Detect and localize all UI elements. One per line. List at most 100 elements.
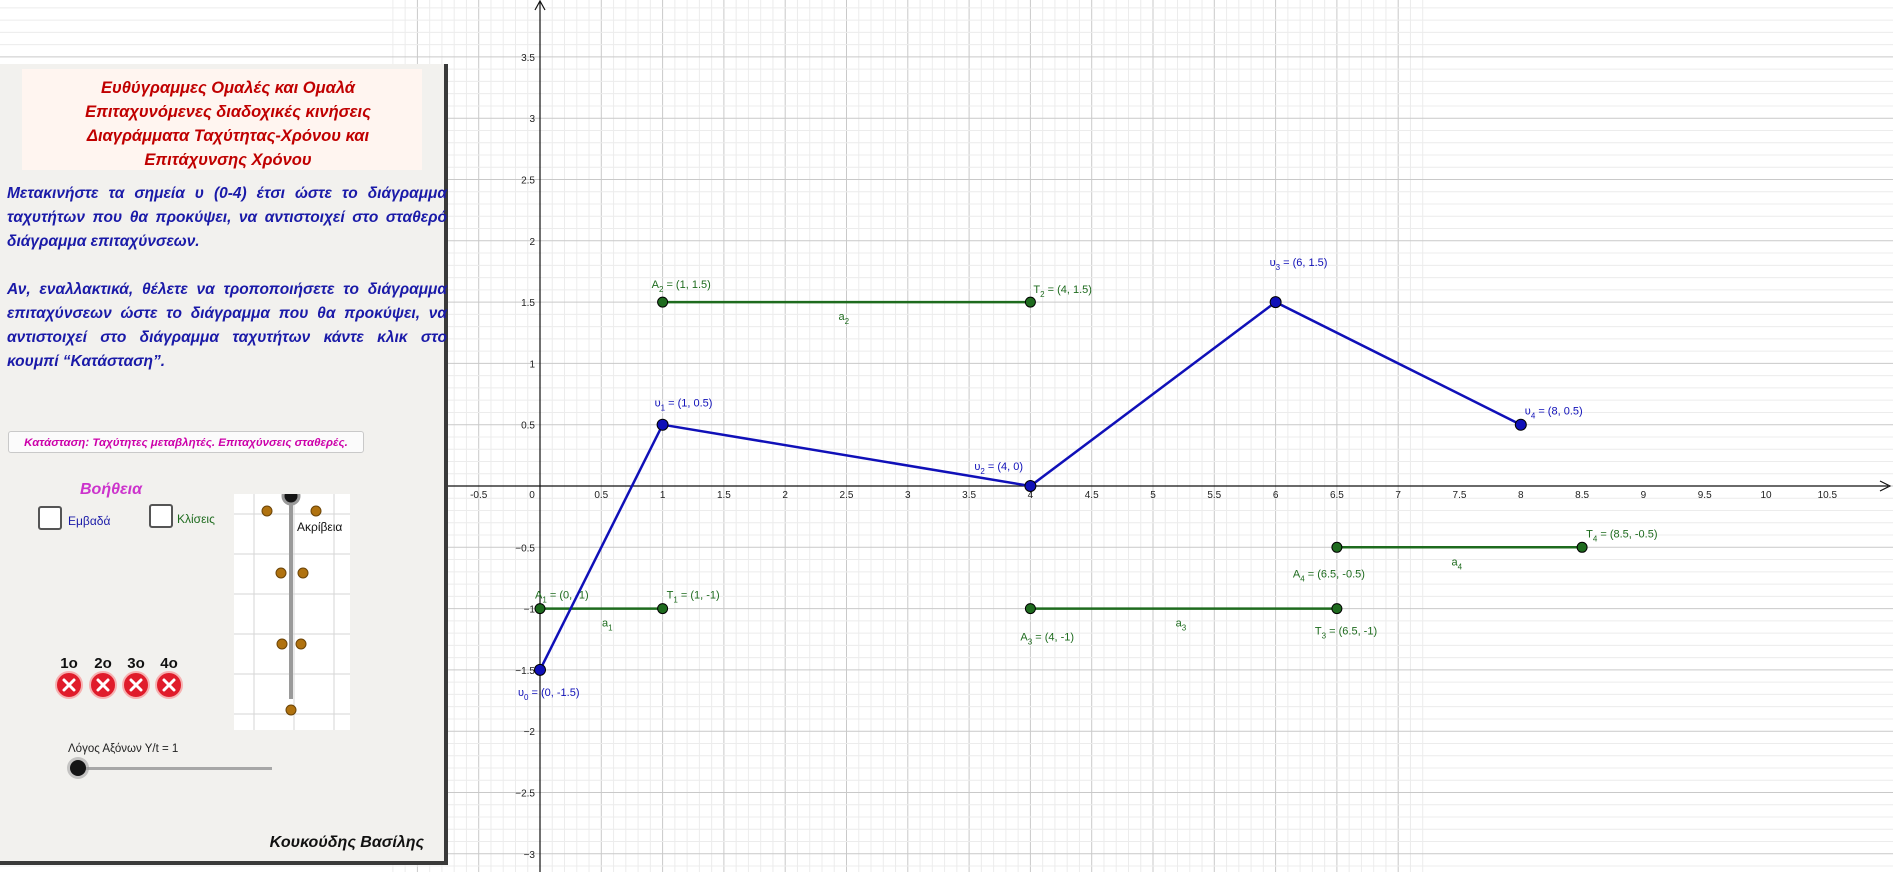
acceleration-start-point[interactable] [657,296,669,308]
acceleration-start-point[interactable] [1331,541,1343,553]
author-name: Κουκούδης Βασίλης [269,834,424,851]
x-tick-label: 8 [1518,490,1524,501]
level-3-button[interactable] [122,671,150,699]
acceleration-end-point[interactable] [1024,296,1036,308]
acceleration-start-label: A3 = (4, -1) [1020,632,1074,647]
acceleration-segment-label: a2 [839,311,850,326]
slopes-checkbox-label: Κλίσεις [177,512,215,526]
level-4-label: 4ο [160,655,178,672]
close-icon [162,678,176,692]
y-tick-label: 0.5 [521,421,535,432]
y-tick-label: 3 [529,114,535,125]
accuracy-label: Ακρίβεια [297,520,343,534]
velocity-point-label: υ1 = (1, 0.5) [655,398,713,413]
x-tick-label: 0 [529,490,535,501]
x-tick-label: 4 [1028,490,1034,501]
areas-checkbox-label: Εμβαδά [68,514,111,528]
velocity-point[interactable] [1514,418,1527,431]
state-toggle-button[interactable]: Κατάσταση: Ταχύτητες μεταβλητές. Επιταχύ… [8,431,364,453]
level-2-label: 2ο [94,655,112,672]
x-tick-label: 10.5 [1818,490,1838,501]
y-tick-label: 2 [529,237,535,248]
instructions-velocity: Μετακινήστε τα σημεία υ (0-4) έτσι ώστε … [7,185,447,250]
acceleration-start-point[interactable] [534,603,546,615]
help-title: Βοήθεια [80,481,143,498]
acceleration-segment-label: a3 [1176,618,1187,633]
areas-checkbox[interactable] [38,506,62,530]
acceleration-start-label: A2 = (1, 1.5) [652,279,711,294]
title-box: Ευθύγραμμες Ομαλές και Ομαλά Επιταχυνόμε… [22,69,422,170]
acceleration-start-point[interactable] [1024,603,1036,615]
acceleration-end-label: T1 = (1, -1) [667,590,720,605]
close-icon [62,678,76,692]
x-tick-label: 7 [1395,490,1401,501]
y-tick-label: 2.5 [521,176,535,187]
x-tick-label: 4.5 [1085,490,1099,501]
y-tick-label: −0.5 [515,543,535,554]
slopes-checkbox[interactable] [149,504,173,528]
velocity-point-label: υ3 = (6, 1.5) [1270,257,1328,272]
velocity-point-label: υ0 = (0, -1.5) [518,687,580,702]
x-tick-label: 5 [1150,490,1156,501]
accuracy-widget[interactable]: Ακρίβεια [234,494,350,730]
close-icon [96,678,110,692]
x-tick-label: 3 [905,490,911,501]
x-tick-label: 8.5 [1575,490,1589,501]
x-tick-label: 5.5 [1207,490,1221,501]
close-icon [129,678,143,692]
acceleration-segment-label: a1 [602,618,613,633]
panel-title: Ευθύγραμμες Ομαλές και Ομαλά Επιταχυνόμε… [85,79,371,169]
velocity-point-label: υ2 = (4, 0) [974,461,1023,476]
y-tick-label: −2 [524,727,536,738]
accuracy-graphic [234,494,350,730]
x-tick-label: 9.5 [1698,490,1712,501]
axis-ratio-slider-knob[interactable] [70,760,86,776]
control-panel: Ευθύγραμμες Ομαλές και Ομαλά Επιταχυνόμε… [0,64,448,865]
y-axis-arrow-icon [534,0,546,11]
y-tick-label: −3 [524,850,536,861]
x-tick-label: 9 [1641,490,1647,501]
velocity-point[interactable] [1024,480,1037,492]
y-tick-label: −2.5 [515,789,535,800]
acceleration-end-label: T3 = (6.5, -1) [1315,626,1377,641]
acceleration-start-label: A1 = (0, -1) [535,590,589,605]
y-tick-label: −1.5 [515,666,535,677]
x-tick-label: 6.5 [1330,490,1344,501]
velocity-point[interactable] [1269,296,1282,309]
velocity-point[interactable] [656,418,669,431]
acceleration-end-label: T4 = (8.5, -0.5) [1586,528,1657,543]
x-tick-label: 3.5 [962,490,976,501]
x-tick-label: 1 [660,490,666,501]
x-axis-arrow-icon [1879,480,1892,492]
x-tick-label: 6 [1273,490,1279,501]
velocity-point-label: υ4 = (8, 0.5) [1525,406,1583,421]
level-1-button[interactable] [55,671,83,699]
y-tick-label: 1.5 [521,298,535,309]
acceleration-start-label: A4 = (6.5, -0.5) [1293,568,1365,583]
y-tick-label: 3.5 [521,53,535,64]
level-2-button[interactable] [89,671,117,699]
x-tick-label: -0.5 [470,490,488,501]
axis-ratio-slider-track[interactable] [70,767,272,770]
x-tick-label: 2.5 [840,490,854,501]
axis-ratio-label: Λόγος Αξόνων Υ/t = 1 [68,743,179,755]
accuracy-dots [261,505,322,716]
acceleration-segment-label: a4 [1452,556,1463,571]
x-tick-label: 2 [782,490,788,501]
level-4-button[interactable] [155,671,183,699]
level-3-label: 3ο [127,655,145,672]
x-tick-label: 1.5 [717,490,731,501]
x-tick-label: 7.5 [1453,490,1467,501]
y-tick-label: 1 [529,359,535,370]
velocity-point[interactable] [534,663,546,676]
level-1-label: 1ο [60,655,78,672]
y-tick-label: −1 [524,605,536,616]
acceleration-end-point[interactable] [1576,541,1588,553]
acceleration-end-label: T2 = (4, 1.5) [1033,284,1092,299]
x-tick-label: 10 [1760,490,1772,501]
x-tick-label: 0.5 [594,490,608,501]
accuracy-slider-knob[interactable] [281,494,301,506]
acceleration-end-point[interactable] [1331,603,1343,615]
instructions-acceleration: Αν, εναλλακτικά, θέλετε να τροποποιήσετε… [7,281,447,370]
acceleration-end-point[interactable] [657,603,669,615]
